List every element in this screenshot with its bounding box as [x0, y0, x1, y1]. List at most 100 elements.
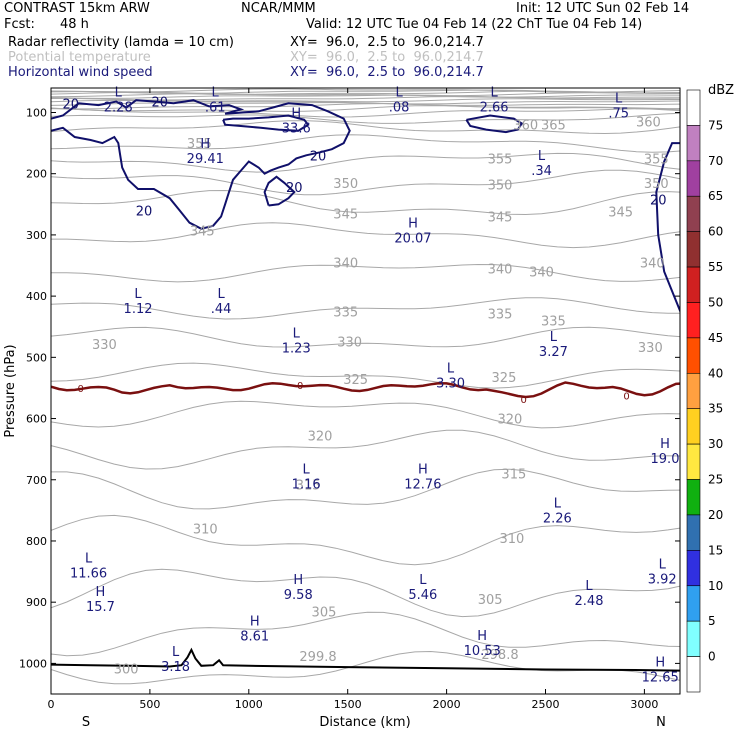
theta-contour-label: 299.8: [299, 650, 336, 665]
y-tick-label: 100: [26, 106, 47, 119]
wind-extremum-type: L: [172, 645, 180, 660]
colorbar-swatch: [686, 372, 701, 410]
wind-contour-label: 20: [63, 97, 80, 112]
wind-extremum-type: L: [396, 86, 404, 101]
theta-contour-label: 340: [333, 256, 358, 271]
wind-extremum-value: .44: [211, 302, 232, 317]
theta-contour-label: 340: [488, 263, 513, 278]
colorbar-level-label: 30: [708, 437, 723, 451]
theta-contour-line: [51, 362, 680, 389]
wind-extremum-value: 3.30: [436, 377, 465, 392]
wind-extremum-value: 19.0: [651, 452, 680, 467]
theta-contour-label: 310: [499, 532, 524, 547]
x-axis-end-label: N: [656, 715, 666, 730]
colorbar-level-label: 60: [708, 225, 723, 239]
zero-dbz-label: 0: [297, 381, 303, 392]
theta-contours: [51, 88, 680, 685]
theta-contour-line: [51, 169, 680, 196]
surface-line: [51, 647, 680, 672]
center-label: NCAR/MMM: [241, 1, 316, 16]
theta-contour-label: 340: [640, 256, 665, 271]
theta-contour-label: 345: [488, 211, 513, 226]
wind-extremum-value: 10.53: [464, 644, 501, 659]
zero-dbz-label: 0: [77, 384, 83, 395]
theta-contour-label: 330: [92, 338, 117, 353]
colorbar-swatch: [686, 125, 701, 162]
theta-contour-label: 365: [541, 119, 566, 134]
colorbar-level-label: 10: [708, 579, 723, 593]
wind-contour-label: 20: [310, 149, 327, 164]
y-tick-label: 500: [26, 351, 47, 364]
field-wind-name: Horizontal wind speed: [8, 65, 153, 80]
field-theta-xy: XY= 96.0, 2.5 to 96.0,214.7: [290, 50, 484, 65]
theta-contour-line: [51, 105, 680, 112]
theta-contour-label: 360: [636, 116, 661, 131]
theta-contour-line: [51, 88, 680, 93]
theta-contour-line: [51, 400, 680, 429]
wind-extremum-value: 12.76: [404, 478, 441, 493]
wind-extremum-type: L: [303, 463, 311, 478]
wind-contour-line: [263, 175, 296, 207]
x-tick-label: 1500: [334, 698, 362, 711]
zero-dbz-label: 0: [521, 395, 527, 406]
wind-extremum-value: 12.65: [642, 670, 679, 685]
theta-contour-line: [51, 263, 680, 283]
x-axis-start-label: S: [82, 715, 90, 730]
theta-contour-label: 345: [333, 207, 358, 222]
wind-extremum-value: 9.58: [284, 588, 313, 603]
theta-contour-label: 355: [488, 152, 513, 167]
theta-contour-label: 350: [644, 177, 669, 192]
x-tick-label: 3000: [630, 698, 658, 711]
x-tick-label: 500: [139, 698, 160, 711]
zero-dbz-contour: [51, 381, 680, 399]
y-tick-label: 400: [26, 290, 47, 303]
wind-extremum-value: 1.16: [292, 478, 321, 493]
colorbar-swatch: [686, 89, 701, 126]
theta-contour-label: 355: [644, 152, 669, 167]
theta-contour-line: [51, 96, 680, 101]
plot-frame: [50, 87, 681, 695]
x-axis-label: Distance (km): [319, 715, 410, 730]
init-time: Init: 12 UTC Sun 02 Feb 14: [516, 1, 690, 16]
theta-contour-label: 300: [114, 662, 139, 677]
wind-extremum-type: H: [418, 463, 428, 478]
theta-contour-line: [51, 134, 680, 153]
theta-contour-line: [51, 222, 680, 249]
y-tick-label: 600: [26, 413, 47, 426]
colorbar-swatch: [686, 443, 701, 480]
theta-contour-label: 298.8: [481, 648, 518, 663]
y-tick-label: 300: [26, 229, 47, 242]
wind-contour-label: 20: [136, 204, 153, 219]
field-wind-xy: XY= 96.0, 2.5 to 96.0,214.7: [290, 65, 484, 80]
theta-contour-label: 325: [492, 371, 517, 386]
wind-extremum-value: 11.66: [70, 566, 107, 581]
colorbar-level-label: 75: [708, 118, 723, 132]
x-tick-label: 1000: [235, 698, 263, 711]
x-tick-label: 2000: [433, 698, 461, 711]
theta-contour-label: 335: [333, 305, 358, 320]
theta-contour-label: 335: [488, 307, 513, 322]
wind-extremum-value: 3.18: [161, 660, 190, 675]
wind-extremum-type: H: [250, 614, 260, 629]
wind-extremum-value: 3.92: [648, 573, 677, 588]
wind-contour-label: 20: [650, 193, 667, 208]
theta-contour-label: 330: [337, 335, 362, 350]
wind-extremum-type: H: [200, 137, 210, 152]
wind-extremum-type: H: [477, 629, 487, 644]
wind-extremum-type: L: [212, 86, 220, 101]
wind-extremum-value: 29.41: [187, 152, 224, 167]
wind-extremum-type: L: [85, 551, 93, 566]
colorbar-swatch: [686, 337, 701, 374]
colorbar-swatch: [686, 231, 701, 268]
wind-extremum-type: L: [490, 86, 498, 101]
wind-extremum-value: 2.48: [575, 594, 604, 609]
theta-contour-label: 320: [308, 430, 333, 445]
fcst-value: 48 h: [60, 17, 89, 32]
theta-contour-label: 305: [312, 605, 337, 620]
y-tick-label: 1000: [19, 657, 47, 670]
valid-time: Valid: 12 UTC Tue 04 Feb 14 (22 ChT Tue …: [306, 17, 643, 32]
y-axis-label: Pressure (hPa): [3, 344, 18, 437]
wind-contour-label: 20: [286, 181, 303, 196]
wind-extremum-value: .34: [531, 164, 552, 179]
theta-contour-label: 340: [529, 266, 554, 281]
